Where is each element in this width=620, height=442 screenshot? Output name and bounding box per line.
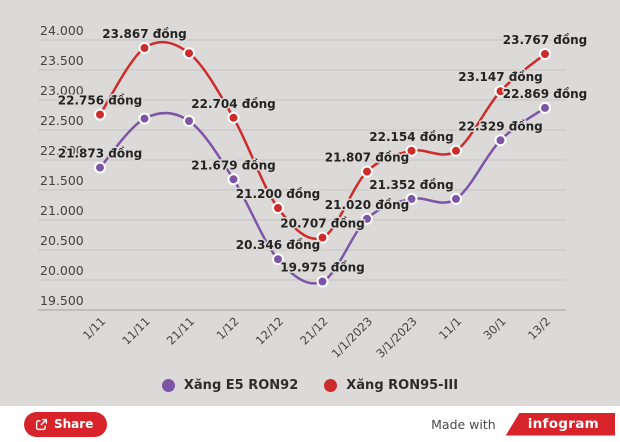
legend-item-e5-ron92[interactable]: Xăng E5 RON92 xyxy=(161,377,299,393)
x-tick-label: 11/11 xyxy=(119,314,152,347)
share-button[interactable]: Share xyxy=(24,411,108,437)
legend-marker-icon xyxy=(161,378,175,392)
data-point[interactable] xyxy=(450,144,462,157)
y-tick-label: 21.500 xyxy=(40,173,84,188)
data-point[interactable] xyxy=(539,101,551,114)
legend-label: Xăng RON95-III xyxy=(346,377,459,393)
share-icon xyxy=(35,418,48,431)
footer-bar: Share Made with infogram xyxy=(0,406,620,442)
x-tick-label: 1/12 xyxy=(213,314,241,342)
x-tick-label: 1/1/2023 xyxy=(329,314,375,360)
data-point[interactable] xyxy=(361,165,373,178)
series-line xyxy=(98,106,547,285)
data-point[interactable] xyxy=(227,111,240,124)
data-point-label: 23.867 đồng xyxy=(102,27,186,41)
x-tick-label: 3/1/2023 xyxy=(373,314,419,360)
made-with-label: Made with xyxy=(431,416,496,432)
y-tick-label: 23.500 xyxy=(40,53,84,68)
x-axis-labels: 1/11 11/11 21/11 1/12 12/12 21/121/1/20233/1/… xyxy=(80,314,553,360)
legend-label: Xăng E5 RON92 xyxy=(183,377,299,393)
data-point[interactable] xyxy=(94,161,106,174)
y-tick-label: 23.000 xyxy=(40,83,84,98)
data-point-label: 22.869 đồng xyxy=(503,87,587,101)
y-tick-label: 22.500 xyxy=(40,113,84,128)
data-point-label: 20.346 đồng xyxy=(236,238,320,252)
y-tick-label: 21.000 xyxy=(40,203,84,218)
y-axis-labels: 24.000 23.500 23.000 22.500 22.000 21.500 21.0… xyxy=(40,23,84,308)
price-line-chart: 24.000 23.500 23.000 22.500 22.000 21.500 21.0… xyxy=(38,23,589,361)
data-point-label: 21.020 đồng xyxy=(325,198,409,212)
data-point-label: 20.707 đồng xyxy=(280,217,364,231)
data-point-label: 22.756 đồng xyxy=(58,94,142,108)
data-point-label: 22.704 đồng xyxy=(191,97,275,111)
x-tick-label: 21/12 xyxy=(297,314,330,347)
x-tick-label: 11/1 xyxy=(436,314,464,342)
data-point[interactable] xyxy=(94,108,106,121)
y-tick-label: 22.000 xyxy=(40,143,84,158)
data-point[interactable] xyxy=(227,173,240,186)
x-tick-label: 21/11 xyxy=(164,314,197,347)
data-point[interactable] xyxy=(183,115,195,127)
legend-item-ron95[interactable]: Xăng RON95-III xyxy=(324,378,458,393)
y-tick-label: 20.500 xyxy=(40,233,84,248)
data-point-label: 21.200 đồng xyxy=(236,187,320,201)
data-point[interactable] xyxy=(316,275,329,288)
series-ron95 xyxy=(94,40,551,244)
data-point-label: 22.154 đồng xyxy=(369,130,453,144)
data-point[interactable] xyxy=(405,192,418,205)
data-point-label: 23.767 đồng xyxy=(503,33,587,47)
data-point[interactable] xyxy=(138,42,151,54)
x-tick-label: 30/1 xyxy=(480,314,508,342)
data-point[interactable] xyxy=(183,47,195,60)
x-tick-label: 1/11 xyxy=(80,314,108,342)
data-point-label: 23.147 đồng xyxy=(458,70,542,84)
data-point[interactable] xyxy=(316,231,329,244)
data-point[interactable] xyxy=(138,112,151,125)
data-point-label: 21.352 đồng xyxy=(369,178,453,192)
made-with-group: Made with infogram xyxy=(431,412,615,436)
x-tick-label: 13/2 xyxy=(525,314,553,342)
data-point[interactable] xyxy=(272,253,284,266)
data-point[interactable] xyxy=(539,48,551,60)
data-point-label: 21.873 đồng xyxy=(58,147,142,161)
data-point-labels: 21.873 đồng 21.679 đồng 20.346 đồng 19.975 … xyxy=(56,26,588,277)
data-point[interactable] xyxy=(272,202,284,214)
data-point[interactable] xyxy=(494,134,507,147)
data-point-label: 21.679 đồng xyxy=(191,158,275,172)
chart-panel: 24.000 23.500 23.000 22.500 22.000 21.500 21.0… xyxy=(0,0,620,406)
infogram-logo[interactable]: infogram xyxy=(505,412,615,436)
y-tick-label: 20.000 xyxy=(40,263,84,278)
series-e5-ron92 xyxy=(94,101,551,288)
y-tick-label: 24.000 xyxy=(40,23,84,38)
data-point-label: 19.975 đồng xyxy=(280,261,364,275)
share-button-label: Share xyxy=(54,417,94,431)
data-point[interactable] xyxy=(494,85,507,98)
x-tick-label: 12/12 xyxy=(253,314,286,347)
infogram-logo-text: infogram xyxy=(527,415,599,432)
y-tick-label: 19.500 xyxy=(40,293,84,308)
data-point[interactable] xyxy=(361,212,373,225)
data-point-label: 21.807 đồng xyxy=(325,151,409,165)
data-point-label: 22.329 đồng xyxy=(458,119,542,133)
data-point[interactable] xyxy=(450,192,462,205)
data-point[interactable] xyxy=(405,144,418,157)
chart-legend: Xăng E5 RON92 Xăng RON95-III xyxy=(0,372,620,398)
legend-marker-icon xyxy=(324,378,338,392)
